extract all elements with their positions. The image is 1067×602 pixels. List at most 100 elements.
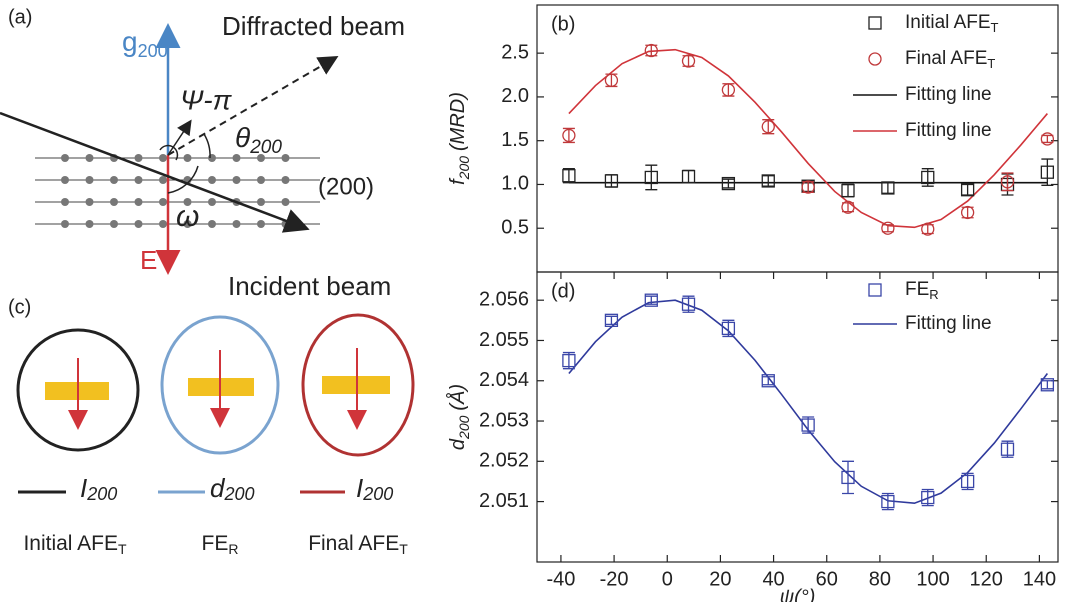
marker — [681, 297, 696, 311]
atom — [85, 198, 94, 206]
incident-label: Incident beam — [228, 271, 391, 301]
error-bar — [722, 178, 735, 189]
error-bar — [762, 376, 775, 386]
plot-frame — [536, 271, 1059, 563]
diffracted-label: Diffracted beam — [222, 11, 405, 41]
error-bar — [682, 169, 695, 184]
marker — [604, 174, 619, 188]
marker — [801, 418, 815, 432]
key-symbol: I200 — [80, 473, 117, 504]
error-bar — [605, 174, 618, 188]
legend-name: Final AFE — [905, 48, 987, 69]
legend-label: FER — [905, 279, 939, 302]
atom — [110, 176, 118, 184]
legend-label: Fitting line — [905, 313, 992, 334]
x-tick-label: 80 — [869, 568, 891, 590]
marker — [960, 205, 975, 220]
atom — [159, 176, 167, 184]
marker — [1040, 132, 1055, 146]
fit-line — [568, 48, 1048, 229]
error-bar — [1041, 380, 1054, 390]
theta-arc — [203, 133, 211, 159]
x-tick-label: 120 — [970, 568, 1003, 590]
error-bar — [645, 164, 658, 191]
key-symbol: I200 — [356, 473, 393, 504]
marker — [881, 181, 895, 195]
atom — [208, 198, 216, 206]
legend-label: Fitting line — [905, 120, 992, 141]
incident-beam — [0, 111, 310, 233]
atom — [281, 198, 290, 206]
domain-ellipse — [301, 313, 415, 457]
y-tick-label: 1.0 — [501, 173, 529, 195]
atom — [257, 176, 265, 184]
atom — [85, 176, 94, 184]
marker — [868, 283, 882, 297]
y-axis-label-main: f — [447, 177, 469, 185]
atom — [281, 154, 290, 162]
marker — [881, 494, 895, 509]
marker — [721, 176, 736, 191]
diffracted-beam — [167, 55, 339, 156]
error-bar — [921, 224, 934, 235]
marker — [921, 222, 935, 236]
error-bar — [762, 175, 775, 187]
legend-name: Initial AFE — [905, 12, 991, 33]
psi-arc — [159, 144, 179, 161]
marker — [921, 170, 935, 185]
atom — [61, 220, 69, 228]
marker — [841, 200, 855, 214]
y-tick-label: 2.0 — [501, 85, 529, 107]
marker — [868, 52, 882, 66]
y-axis-label-unit: (MRD) — [447, 92, 469, 151]
error-bar — [562, 127, 575, 144]
marker — [1040, 165, 1055, 179]
y-tick-label: 2.056 — [479, 288, 529, 310]
atom — [232, 176, 241, 184]
legend-label: Fitting line — [905, 84, 992, 105]
legend-key — [868, 52, 882, 66]
atom — [85, 154, 94, 162]
marker — [644, 170, 658, 185]
error-bar — [842, 460, 855, 495]
y-tick-label: 2.053 — [479, 409, 529, 431]
marker — [681, 54, 696, 68]
atom — [61, 176, 69, 184]
marker — [604, 313, 619, 327]
atom — [110, 220, 118, 228]
atom — [110, 198, 118, 206]
atom — [208, 176, 216, 184]
atom — [232, 220, 241, 228]
y-tick-label: 2.055 — [479, 329, 529, 351]
panel-c: (c) I200 d200 I200 Initial AFET FER Fina… — [8, 296, 415, 557]
error-bar — [562, 168, 575, 184]
y-tick-label: 2.5 — [501, 41, 529, 63]
domain-circle — [16, 328, 140, 452]
error-bar — [1041, 134, 1054, 144]
y-axis-label-sub: 200 — [456, 415, 472, 440]
panel-a: (a) g200 Diffracted beam Ψ-π θ200 (200) … — [0, 6, 405, 301]
atom — [134, 176, 143, 184]
legend-name-sub: T — [991, 20, 999, 35]
marker — [562, 169, 576, 183]
marker — [562, 128, 576, 143]
y-axis-label: d200 (Å) — [446, 384, 471, 450]
atom — [208, 220, 216, 228]
atom — [61, 198, 69, 206]
g-label: g200 — [122, 26, 168, 60]
marker — [721, 83, 736, 97]
legend-name: Fitting line — [905, 84, 992, 105]
theta-label: θ200 — [235, 122, 282, 158]
x-tick-label: 20 — [709, 568, 731, 590]
x-axis-label: ψ(°) — [780, 586, 816, 602]
marker — [960, 474, 975, 489]
legend-name-sub: R — [929, 287, 938, 302]
marker — [761, 120, 775, 134]
atom — [85, 220, 94, 228]
marker — [644, 43, 658, 58]
error-bar — [1041, 158, 1054, 186]
marker — [761, 374, 775, 388]
marker — [1000, 175, 1015, 189]
